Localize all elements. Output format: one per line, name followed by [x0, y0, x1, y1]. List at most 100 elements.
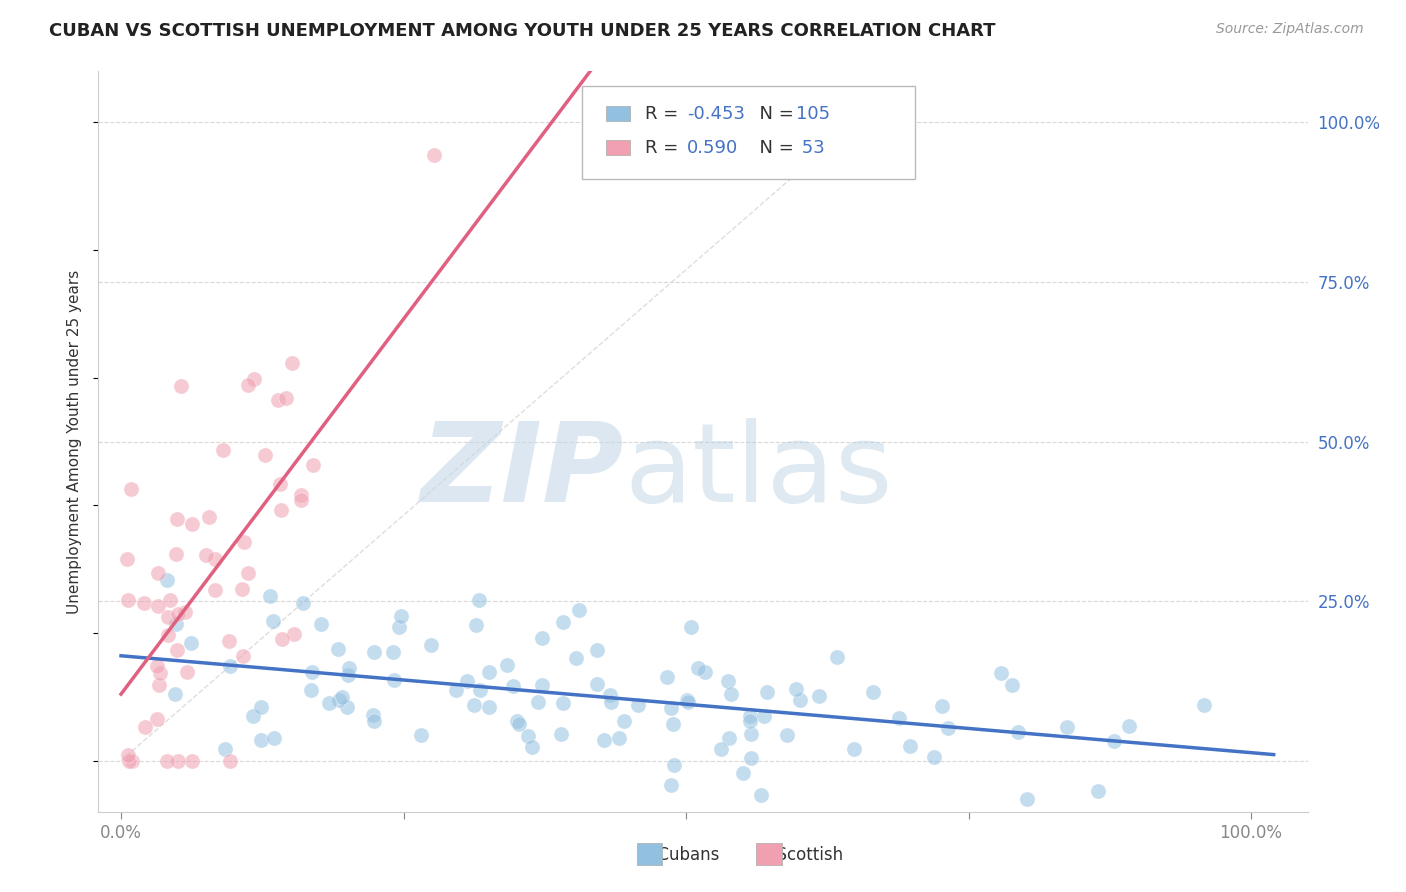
Point: [167, 754, 190, 768]
Point: [382, 645, 405, 659]
Point: [166, 642, 188, 657]
Point: [1015, 792, 1038, 806]
Point: [720, 687, 742, 701]
Point: [262, 614, 284, 628]
Point: [117, 747, 139, 762]
Point: [270, 632, 292, 647]
Point: [266, 393, 288, 408]
Point: [120, 482, 142, 496]
Point: [710, 741, 733, 756]
Point: [269, 477, 291, 491]
Point: [259, 589, 281, 603]
Point: [156, 754, 179, 768]
Point: [134, 719, 156, 733]
Text: atlas: atlas: [624, 417, 893, 524]
Point: [1001, 678, 1024, 692]
Point: [922, 750, 945, 764]
Point: [496, 658, 519, 673]
Point: [146, 659, 169, 673]
Point: [318, 696, 340, 710]
Point: [464, 618, 486, 632]
Point: [115, 552, 138, 566]
Point: [218, 659, 240, 673]
Point: [520, 739, 543, 754]
Point: [157, 628, 180, 642]
Point: [717, 673, 740, 688]
Point: [263, 731, 285, 746]
Point: [599, 689, 621, 703]
Point: [586, 643, 609, 657]
Point: [204, 551, 226, 566]
Text: Source: ZipAtlas.com: Source: ZipAtlas.com: [1216, 22, 1364, 37]
Text: R =: R =: [645, 104, 683, 122]
Point: [1087, 783, 1109, 797]
Point: [456, 673, 478, 688]
Point: [181, 754, 204, 768]
Point: [1007, 725, 1029, 739]
Point: [194, 549, 217, 563]
Point: [242, 709, 264, 723]
Point: [197, 509, 219, 524]
Point: [662, 757, 685, 772]
Point: [740, 727, 762, 741]
Point: [146, 566, 169, 581]
Point: [292, 596, 315, 610]
Point: [506, 714, 529, 729]
Point: [600, 695, 623, 709]
FancyBboxPatch shape: [606, 106, 630, 121]
Point: [568, 603, 591, 617]
Point: [550, 726, 572, 740]
Point: [740, 708, 762, 723]
Text: ZIP: ZIP: [420, 417, 624, 524]
Text: 0.590: 0.590: [688, 138, 738, 157]
Point: [146, 712, 169, 726]
Point: [688, 660, 710, 674]
Point: [283, 627, 305, 641]
Point: [180, 636, 202, 650]
Point: [740, 751, 762, 765]
Point: [233, 535, 256, 549]
Point: [411, 728, 433, 742]
Point: [117, 593, 139, 607]
Point: [302, 458, 325, 472]
Point: [270, 503, 292, 517]
Point: [530, 632, 553, 646]
Point: [253, 448, 276, 462]
Point: [170, 378, 193, 392]
Point: [165, 548, 187, 562]
Point: [231, 582, 253, 597]
Point: [218, 754, 240, 768]
Point: [309, 616, 332, 631]
Point: [675, 693, 697, 707]
Point: [132, 595, 155, 609]
Text: Cubans: Cubans: [647, 846, 718, 863]
Point: [565, 650, 588, 665]
Point: [146, 599, 169, 613]
Point: [607, 731, 630, 745]
Point: [250, 732, 273, 747]
Text: R =: R =: [645, 138, 690, 157]
Point: [776, 728, 799, 742]
Point: [387, 620, 409, 634]
Point: [613, 714, 636, 728]
Point: [478, 700, 501, 714]
Point: [586, 677, 609, 691]
Point: [174, 605, 197, 619]
Point: [157, 609, 180, 624]
Point: [627, 698, 650, 712]
Point: [290, 493, 312, 508]
Point: [502, 679, 524, 693]
Point: [121, 754, 143, 768]
Point: [337, 661, 360, 675]
Point: [274, 391, 297, 405]
Point: [1118, 719, 1140, 733]
Point: [330, 690, 353, 705]
Point: [249, 700, 271, 714]
Point: [382, 673, 405, 687]
Point: [211, 442, 233, 457]
Point: [898, 739, 921, 754]
Point: [738, 714, 761, 728]
Point: [176, 665, 198, 679]
Point: [862, 684, 884, 698]
Point: [468, 683, 491, 698]
